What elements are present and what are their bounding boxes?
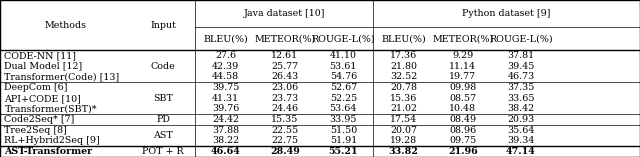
Text: 55.21: 55.21: [328, 147, 358, 156]
Text: Code2Seq* [7]: Code2Seq* [7]: [4, 115, 75, 124]
Text: 46.73: 46.73: [508, 72, 534, 81]
Text: 51.50: 51.50: [330, 126, 357, 135]
Text: AST: AST: [154, 131, 173, 140]
Text: 20.93: 20.93: [508, 115, 534, 124]
Text: PD: PD: [156, 115, 170, 124]
Text: Code: Code: [151, 62, 175, 71]
Text: 47.14: 47.14: [506, 147, 536, 156]
Text: 26.43: 26.43: [271, 72, 298, 81]
Text: 09.75: 09.75: [449, 136, 476, 146]
Text: METEOR(%): METEOR(%): [254, 34, 316, 43]
Text: 15.35: 15.35: [271, 115, 298, 124]
Text: Tree2Seq [8]: Tree2Seq [8]: [4, 126, 67, 135]
Text: RL+Hybrid2Seq [9]: RL+Hybrid2Seq [9]: [4, 136, 100, 146]
Text: Java dataset [10]: Java dataset [10]: [243, 9, 325, 18]
Text: 54.76: 54.76: [330, 72, 357, 81]
Text: Transformer(Code) [13]: Transformer(Code) [13]: [4, 72, 120, 81]
Text: 46.64: 46.64: [211, 147, 241, 156]
Text: 19.77: 19.77: [449, 72, 476, 81]
Text: DeepCom [6]: DeepCom [6]: [4, 83, 68, 92]
Text: 41.31: 41.31: [212, 94, 239, 103]
Text: 39.75: 39.75: [212, 83, 239, 92]
Text: 53.64: 53.64: [330, 104, 357, 114]
Text: 52.25: 52.25: [330, 94, 357, 103]
Text: 21.96: 21.96: [448, 147, 477, 156]
Text: 17.54: 17.54: [390, 115, 417, 124]
Text: 33.95: 33.95: [330, 115, 357, 124]
Text: 39.34: 39.34: [508, 136, 534, 146]
Text: 39.45: 39.45: [508, 62, 534, 71]
Text: 33.65: 33.65: [508, 94, 534, 103]
Text: METEOR(%): METEOR(%): [432, 34, 493, 43]
Text: API+CODE [10]: API+CODE [10]: [4, 94, 81, 103]
Text: 21.80: 21.80: [390, 62, 417, 71]
Text: 44.58: 44.58: [212, 72, 239, 81]
Text: 42.39: 42.39: [212, 62, 239, 71]
Text: 37.81: 37.81: [508, 51, 534, 60]
Text: 09.98: 09.98: [449, 83, 476, 92]
Text: SBT: SBT: [153, 94, 173, 103]
Text: 22.55: 22.55: [271, 126, 298, 135]
Text: ROUGE-L(%): ROUGE-L(%): [489, 34, 553, 43]
Text: BLEU(%): BLEU(%): [381, 34, 426, 43]
Text: Python dataset [9]: Python dataset [9]: [462, 9, 551, 18]
Text: 32.52: 32.52: [390, 72, 417, 81]
Text: 39.76: 39.76: [212, 104, 239, 114]
Text: 11.14: 11.14: [449, 62, 476, 71]
Text: 08.57: 08.57: [449, 94, 476, 103]
Text: 19.28: 19.28: [390, 136, 417, 146]
Text: 27.6: 27.6: [215, 51, 236, 60]
Text: Input: Input: [150, 21, 176, 30]
Text: 38.22: 38.22: [212, 136, 239, 146]
Text: 10.48: 10.48: [449, 104, 476, 114]
Text: 33.82: 33.82: [388, 147, 419, 156]
Text: 38.42: 38.42: [508, 104, 534, 114]
Text: Transformer(SBT)*: Transformer(SBT)*: [4, 104, 97, 114]
Text: POT + R: POT + R: [142, 147, 184, 156]
Text: 17.36: 17.36: [390, 51, 417, 60]
Text: 52.67: 52.67: [330, 83, 357, 92]
Text: 37.35: 37.35: [508, 83, 534, 92]
Text: Methods: Methods: [45, 21, 86, 30]
Text: 08.96: 08.96: [449, 126, 476, 135]
Text: BLEU(%): BLEU(%): [204, 34, 248, 43]
Text: AST-Transformer: AST-Transformer: [4, 147, 93, 156]
Text: 9.29: 9.29: [452, 51, 474, 60]
Text: 15.36: 15.36: [390, 94, 417, 103]
Text: 20.07: 20.07: [390, 126, 417, 135]
Text: 35.64: 35.64: [508, 126, 534, 135]
Text: 53.61: 53.61: [330, 62, 357, 71]
Text: 24.46: 24.46: [271, 104, 298, 114]
Text: 41.10: 41.10: [330, 51, 357, 60]
Text: 23.06: 23.06: [271, 83, 298, 92]
Text: 08.49: 08.49: [449, 115, 476, 124]
Text: 37.88: 37.88: [212, 126, 239, 135]
Text: 23.73: 23.73: [271, 94, 298, 103]
Text: ROUGE-L(%): ROUGE-L(%): [312, 34, 375, 43]
Text: Dual Model [12]: Dual Model [12]: [4, 62, 83, 71]
Text: CODE-NN [11]: CODE-NN [11]: [4, 51, 77, 60]
Text: 51.91: 51.91: [330, 136, 357, 146]
Text: 24.42: 24.42: [212, 115, 239, 124]
Text: 20.78: 20.78: [390, 83, 417, 92]
Text: 22.75: 22.75: [271, 136, 298, 146]
Text: 21.02: 21.02: [390, 104, 417, 114]
Text: 28.49: 28.49: [270, 147, 300, 156]
Text: 12.61: 12.61: [271, 51, 298, 60]
Text: 25.77: 25.77: [271, 62, 298, 71]
